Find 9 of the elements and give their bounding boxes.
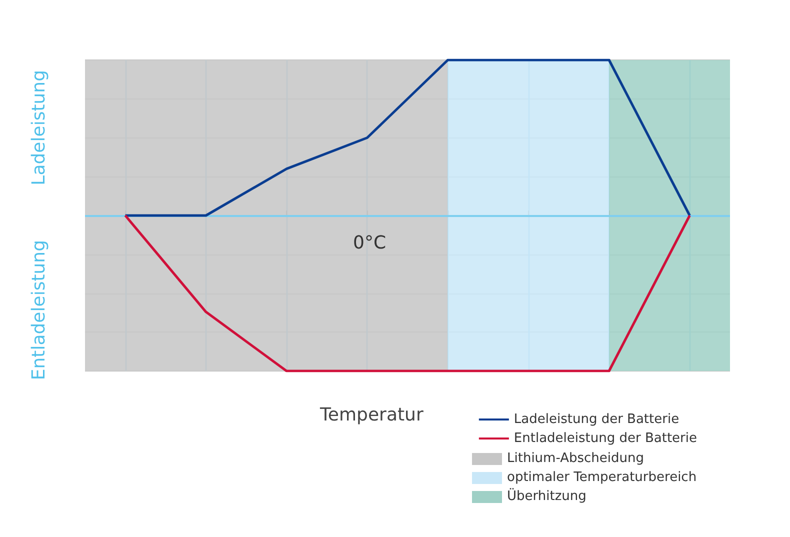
text: Überhitzung bbox=[507, 489, 586, 504]
x-axis-title: Temperatur bbox=[319, 404, 424, 426]
legend-label: Entladeleistung der Batterie bbox=[514, 431, 697, 446]
text: optimaler Temperaturbereich bbox=[507, 470, 697, 485]
legend-label: Ladeleistung der Batterie bbox=[514, 412, 680, 427]
text: Entladeleistung bbox=[28, 240, 50, 380]
annotation: 0°C bbox=[353, 232, 386, 254]
text: Lithium-Abscheidung bbox=[507, 451, 644, 466]
y-axis-title: Ladeleistung bbox=[28, 70, 50, 186]
